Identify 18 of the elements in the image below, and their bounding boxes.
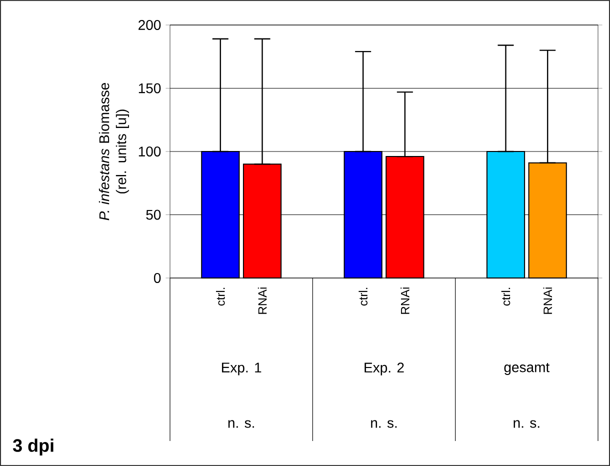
text: Exp. 2 — [364, 362, 404, 376]
text: n. s. — [514, 420, 540, 428]
x-tick-label: RNAi — [258, 288, 267, 314]
text: gesamt — [504, 363, 550, 375]
x-tick-label: ctrl. — [501, 288, 510, 306]
y-tick-label: 0 — [154, 273, 161, 283]
x-tick-label: RNAi — [400, 288, 410, 314]
x-tick-label: ctrl. — [358, 288, 368, 306]
text: n. s. — [228, 420, 254, 428]
y-tick-label: 100 — [138, 146, 161, 156]
x-tick-label: RNAi — [543, 288, 552, 314]
text: Exp. 1 — [222, 362, 262, 376]
text: 3 dpi — [12, 438, 54, 456]
y-tick-label: 50 — [146, 210, 161, 220]
x-tick-label: ctrl. — [216, 288, 225, 306]
y-tick-label: 150 — [138, 83, 161, 94]
y-tick-label: 200 — [138, 20, 161, 30]
text: n. s. — [371, 420, 397, 428]
